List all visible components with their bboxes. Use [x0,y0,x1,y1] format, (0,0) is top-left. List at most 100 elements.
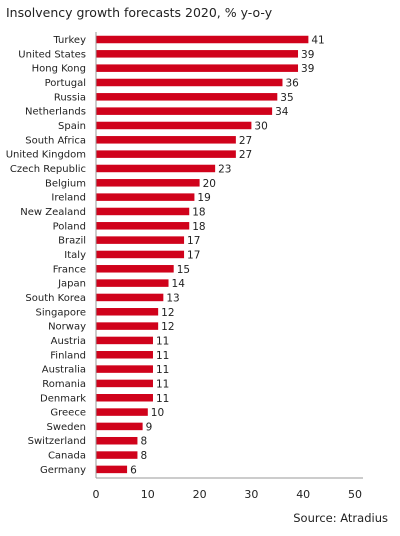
category-label: New Zealand [20,207,86,218]
bar [96,279,169,287]
source-note: Source: Atradius [293,511,388,525]
category-label: Italy [64,250,86,261]
category-label: Austria [51,336,86,347]
category-label: South Korea [25,293,86,304]
x-tick-label: 10 [141,488,155,501]
category-label: Sweden [46,422,86,433]
category-label: South Africa [25,135,86,146]
bar [96,136,236,144]
data-label: 27 [239,135,252,147]
data-label: 19 [197,192,210,204]
category-label: Switzerland [28,436,86,447]
category-label: Romania [42,379,86,390]
data-label: 12 [161,321,174,333]
bar [96,436,138,445]
data-label: 11 [156,378,169,390]
data-label: 41 [311,35,324,47]
bar [96,322,159,330]
bar [96,193,195,201]
data-label: 13 [166,292,179,304]
data-label: 14 [172,278,186,290]
x-tick-label: 0 [93,488,100,501]
category-label: Greece [50,408,86,419]
bar [96,336,153,345]
data-label: 18 [192,206,205,218]
chart-title: Insolvency growth forecasts 2020, % y-o-… [6,5,273,20]
data-label: 36 [285,77,299,89]
category-label: Turkey [52,35,86,46]
x-axis-ticks: 0 10 20 30 40 50 [93,488,363,501]
x-tick-label: 40 [296,488,310,501]
category-label: United States [18,49,86,60]
category-label: France [53,264,86,275]
data-label: 15 [177,264,190,276]
category-label: Ireland [51,193,86,204]
category-label: Czech Republic [10,164,86,175]
data-label: 30 [254,120,267,132]
category-label: Poland [53,221,86,232]
bar [96,179,200,187]
category-label: Portugal [45,78,86,89]
x-tick-label: 50 [348,488,362,501]
category-label: Hong Kong [32,64,86,75]
data-label: 10 [151,407,164,419]
bar [96,93,278,101]
bar [96,64,299,72]
data-label: 11 [156,335,169,347]
data-label: 20 [203,178,216,190]
category-label: Singapore [36,307,86,318]
bar [96,35,309,44]
bar [96,250,185,259]
bar [96,365,153,373]
data-label: 8 [140,450,147,462]
category-label: United Kingdom [6,150,86,161]
bar [96,394,153,402]
bar [96,121,252,130]
bar [96,465,128,474]
x-tick-label: 30 [244,488,258,501]
bar [96,422,143,431]
data-label: 11 [156,350,169,362]
bar [96,207,190,216]
bar [96,164,216,173]
bar [96,408,148,416]
data-label: 34 [275,106,289,118]
bar [96,451,138,459]
bar [96,293,164,302]
category-label: Spain [58,121,86,132]
data-label: 39 [301,49,314,61]
bars-layer: Turkey 41 United States 39 Hong Kong 39 Portug… [6,35,325,477]
data-label: 17 [187,235,200,247]
data-label: 17 [187,249,200,261]
data-label: 12 [161,307,174,319]
category-label: Norway [48,322,86,333]
category-label: Netherlands [25,107,86,118]
bar [96,50,299,58]
data-label: 18 [192,221,205,233]
data-label: 11 [156,364,169,376]
category-label: Russia [54,92,86,103]
bar [96,78,283,87]
category-label: Canada [48,451,86,462]
bar [96,265,174,273]
bar [96,222,190,230]
category-label: Finland [50,350,86,361]
bar [96,308,159,316]
data-label: 27 [239,149,252,161]
category-label: Belgium [45,178,86,189]
data-label: 6 [130,464,137,476]
data-label: 35 [280,92,293,104]
category-label: Australia [42,365,86,376]
category-label: Germany [40,465,86,476]
data-label: 23 [218,163,231,175]
bar [96,150,236,158]
data-label: 39 [301,63,314,75]
category-label: Brazil [58,236,86,247]
category-label: Japan [57,279,86,290]
bar [96,236,185,244]
data-label: 9 [146,421,153,433]
bar [96,351,153,359]
bar [96,107,273,115]
bar [96,379,153,388]
